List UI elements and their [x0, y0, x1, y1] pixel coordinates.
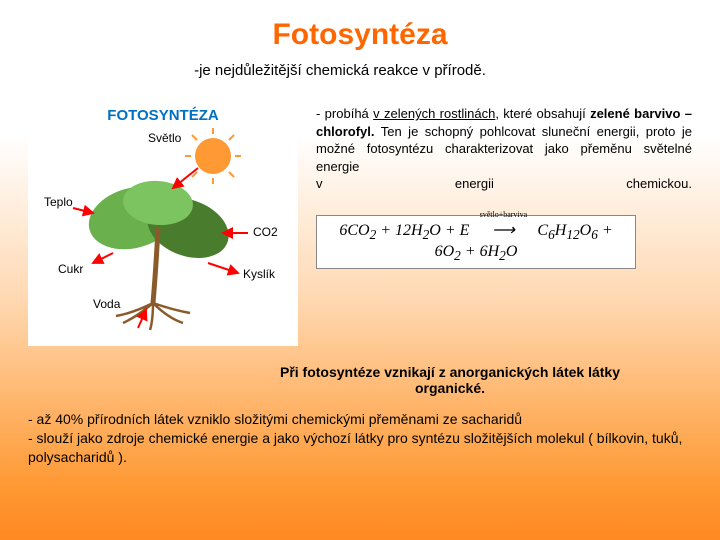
diagram-container: FOTOSYNTÉZA — [28, 99, 298, 346]
organic-line2: organické. — [415, 380, 485, 396]
label-svetlo: Světlo — [148, 131, 182, 145]
right-column: - probíhá v zelených rostlinách, které o… — [316, 99, 692, 346]
arrow-icon — [208, 263, 238, 273]
body-underlined: v zelených rostlinách — [373, 106, 495, 121]
subtitle: -je nejdůležitější chemická reakce v pří… — [0, 62, 692, 79]
body-last-end: chemickou. — [626, 175, 692, 193]
diagram-title: FOTOSYNTÉZA — [36, 107, 290, 124]
arrow-icon — [93, 253, 113, 263]
arrow-icon — [73, 208, 93, 213]
equation-box: 6CO2 + 12H2O + E světlo+barviva⟶ C6H12O6… — [316, 215, 636, 269]
organic-line1: Při fotosyntéze vznikají z anorganických… — [280, 364, 620, 380]
equation-text: 6CO2 + 12H2O + E světlo+barviva⟶ C6H12O6… — [339, 222, 612, 260]
label-voda: Voda — [93, 297, 121, 311]
content-row: FOTOSYNTÉZA — [28, 99, 692, 346]
diagram-box: FOTOSYNTÉZA — [28, 99, 298, 346]
sun-icon — [195, 138, 231, 174]
label-kyslik: Kyslík — [243, 267, 276, 281]
body-last-v: v — [316, 175, 323, 193]
bottom-line2: - slouží jako zdroje chemické energie a … — [28, 430, 682, 465]
photosynthesis-diagram: Světlo Teplo Cukr CO2 Kyslík Voda — [38, 128, 288, 338]
label-co2: CO2 — [253, 225, 278, 239]
body-prefix: - probíhá — [316, 106, 373, 121]
label-cukr: Cukr — [58, 262, 83, 276]
arrow-icon — [173, 168, 198, 188]
label-teplo: Teplo — [44, 195, 73, 209]
page-title: Fotosyntéza — [28, 18, 692, 52]
bottom-paragraph: - až 40% přírodních látek vzniklo složit… — [28, 410, 692, 467]
organic-statement: Při fotosyntéze vznikají z anorganických… — [208, 364, 692, 396]
roots-icon — [116, 303, 190, 330]
body-last-mid: energii — [455, 175, 494, 193]
bottom-line1: - až 40% přírodních látek vzniklo složit… — [28, 411, 522, 427]
body-paragraph: - probíhá v zelených rostlinách, které o… — [316, 105, 692, 193]
body-after-underline: , které obsahují — [495, 106, 590, 121]
